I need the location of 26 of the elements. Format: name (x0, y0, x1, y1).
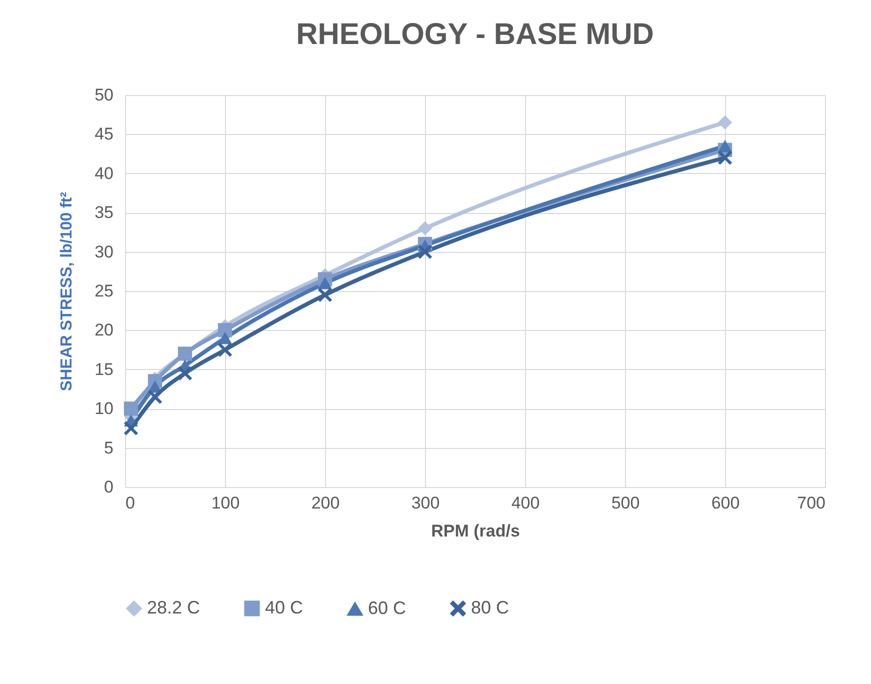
x-tick-label: 400 (511, 494, 540, 512)
y-axis-title: SHEAR STRESS, lb/100 ft² (58, 192, 76, 392)
y-tick-label: 0 (104, 478, 114, 496)
x-axis-title: RPM (rad/s (431, 522, 520, 540)
x-tick-label: 0 (126, 494, 135, 512)
y-tick-label: 15 (94, 360, 114, 379)
y-tick-label: 10 (94, 399, 114, 418)
legend-label: 60 C (368, 598, 406, 618)
y-tick-label: 30 (94, 242, 114, 262)
x-tick-label: 100 (211, 494, 240, 512)
chart-title: RHEOLOGY - BASE MUD (296, 18, 654, 51)
y-tick-label: 45 (94, 124, 114, 144)
legend-label: 28.2 C (147, 597, 200, 618)
y-tick-label: 25 (94, 282, 114, 300)
y-tick-label: 20 (94, 320, 114, 340)
y-tick-label: 50 (94, 86, 114, 104)
x-tick-label: 600 (711, 494, 740, 512)
x-tick-label: 300 (411, 494, 440, 512)
x-tick-label: 500 (611, 494, 640, 512)
x-tick-label: 200 (311, 494, 340, 512)
legend-label: 40 C (265, 597, 304, 618)
y-tick-label: 5 (104, 438, 114, 458)
x-tick-label: 700 (797, 494, 826, 512)
y-tick-label: 35 (94, 203, 114, 222)
legend-label: 80 C (471, 597, 510, 618)
y-tick-label: 40 (94, 164, 114, 183)
